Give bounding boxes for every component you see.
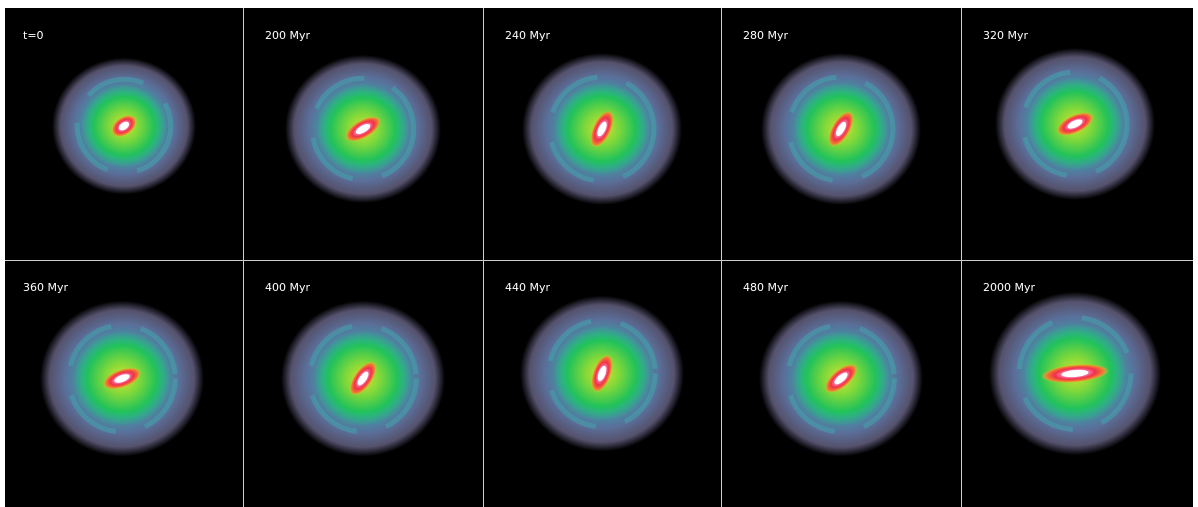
panel-label: 200 Myr [265, 29, 310, 42]
galaxy [52, 57, 196, 195]
galaxy [40, 300, 204, 457]
galaxy-core [835, 121, 847, 137]
galaxy [995, 48, 1155, 200]
panel: 440 Myr [505, 281, 684, 452]
galaxy [761, 53, 921, 205]
spiral-arm [1020, 69, 1130, 179]
panel-label: 280 Myr [743, 29, 788, 42]
galaxy [522, 53, 682, 205]
panel: 2000 Myr [983, 281, 1161, 456]
panel: 280 Myr [743, 29, 921, 205]
panel-label: 360 Myr [23, 281, 68, 294]
spiral-arm [785, 322, 897, 435]
panel-label: 240 Myr [505, 29, 550, 42]
spiral-arm [546, 317, 658, 430]
spiral-arm [786, 74, 896, 184]
panel-label: 320 Myr [983, 29, 1028, 42]
dividers [5, 8, 1193, 507]
galaxy-core [357, 371, 369, 386]
spiral-arm [66, 322, 178, 435]
galaxy-core [1067, 119, 1083, 129]
panel: 400 Myr [265, 281, 445, 457]
galaxy [281, 300, 445, 457]
galaxy-core [355, 123, 371, 135]
galaxy-core [114, 374, 130, 383]
spiral-arm [307, 322, 419, 435]
galaxy [989, 291, 1161, 456]
panel-label: 440 Myr [505, 281, 550, 294]
galaxy-core [118, 121, 130, 131]
panel: 480 Myr [743, 281, 923, 457]
spiral-arm [1016, 315, 1134, 432]
galaxy-core [597, 121, 607, 137]
galaxy [520, 295, 684, 452]
galaxy-core [834, 372, 848, 385]
panel-label: t=0 [23, 29, 44, 42]
panel: 320 Myr [983, 29, 1155, 200]
panel-label: 2000 Myr [983, 281, 1035, 294]
panel-label: 480 Myr [743, 281, 788, 294]
galaxy-core [597, 365, 607, 382]
galaxy [759, 300, 923, 457]
panel: 360 Myr [23, 281, 204, 457]
panel: 240 Myr [505, 29, 682, 205]
spiral-arm [74, 76, 174, 176]
galaxy-core [1061, 369, 1089, 378]
panel-label: 400 Myr [265, 281, 310, 294]
galaxy [285, 54, 441, 204]
panel-grid: t=0 200 Myr 240 Myr 280 Myr 320 Myr 360 Myr 40… [23, 29, 1161, 457]
spiral-arm [309, 75, 417, 183]
spiral-arm [547, 74, 657, 184]
panel: 200 Myr [265, 29, 441, 204]
panel: t=0 [23, 29, 196, 195]
